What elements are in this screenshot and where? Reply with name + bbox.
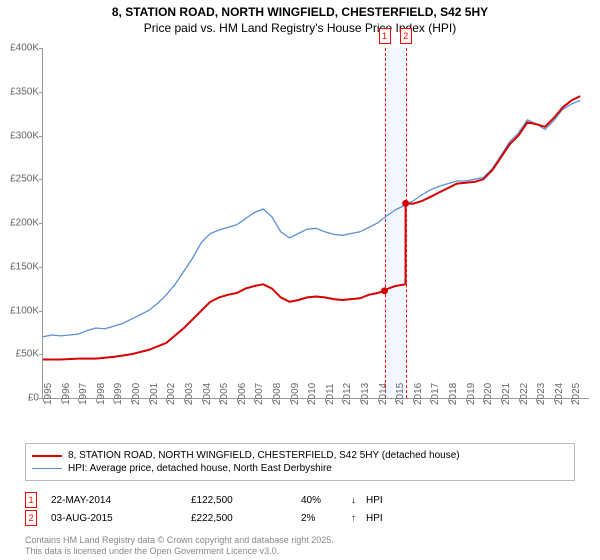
chart-title: 8, STATION ROAD, NORTH WINGFIELD, CHESTE…	[0, 0, 600, 21]
x-axis-label: 2016	[413, 383, 424, 405]
y-axis-label: £350K	[1, 86, 39, 97]
x-axis-label: 1997	[78, 383, 89, 405]
x-axis-label: 2014	[378, 383, 389, 405]
chart-area: £0£50K£100K£150K£200K£250K£300K£350K£400…	[42, 48, 589, 399]
x-axis-label: 2001	[149, 383, 160, 405]
x-axis-label: 2018	[448, 383, 459, 405]
sale-row: 122-MAY-2014£122,50040%↓HPI	[25, 492, 585, 508]
x-axis-label: 2002	[166, 383, 177, 405]
x-axis-label: 2003	[184, 383, 195, 405]
y-axis-label: £200K	[1, 218, 39, 229]
legend: 8, STATION ROAD, NORTH WINGFIELD, CHESTE…	[25, 443, 575, 481]
y-axis-label: £250K	[1, 174, 39, 185]
event-marker: 1	[379, 28, 391, 44]
legend-item: HPI: Average price, detached house, Nort…	[32, 463, 568, 474]
sales-table: 122-MAY-2014£122,50040%↓HPI 203-AUG-2015£…	[25, 490, 585, 528]
x-axis-label: 2007	[254, 383, 265, 405]
x-axis-label: 2005	[219, 383, 230, 405]
x-axis-label: 2015	[395, 383, 406, 405]
y-axis-label: £0	[1, 393, 39, 404]
x-axis-label: 1999	[113, 383, 124, 405]
y-axis-label: £100K	[1, 305, 39, 316]
y-axis-label: £50K	[1, 349, 39, 360]
x-axis-label: 2004	[202, 383, 213, 405]
x-axis-label: 2022	[519, 383, 530, 405]
attribution: Contains HM Land Registry data © Crown c…	[25, 535, 334, 557]
x-axis-label: 2009	[290, 383, 301, 405]
legend-item: 8, STATION ROAD, NORTH WINGFIELD, CHESTE…	[32, 450, 568, 461]
y-axis-label: £400K	[1, 43, 39, 54]
event-marker: 2	[400, 28, 412, 44]
x-axis-label: 2013	[360, 383, 371, 405]
sale-row: 203-AUG-2015£222,5002%↑HPI	[25, 510, 585, 526]
chart-subtitle: Price paid vs. HM Land Registry's House …	[0, 21, 600, 40]
x-axis-label: 2020	[483, 383, 494, 405]
x-axis-label: 2006	[237, 383, 248, 405]
x-axis-label: 2010	[307, 383, 318, 405]
x-axis-label: 2024	[554, 383, 565, 405]
chart-lines	[43, 48, 589, 398]
x-axis-label: 1995	[43, 383, 54, 405]
x-axis-label: 2008	[272, 383, 283, 405]
x-axis-label: 2025	[571, 383, 582, 405]
y-axis-label: £300K	[1, 130, 39, 141]
x-axis-label: 1996	[61, 383, 72, 405]
x-axis-label: 2021	[501, 383, 512, 405]
x-axis-label: 2017	[430, 383, 441, 405]
x-axis-label: 2012	[342, 383, 353, 405]
x-axis-label: 2011	[325, 383, 336, 405]
y-axis-label: £150K	[1, 261, 39, 272]
x-axis-label: 2019	[466, 383, 477, 405]
x-axis-label: 2000	[131, 383, 142, 405]
x-axis-label: 1998	[96, 383, 107, 405]
x-axis-label: 2023	[536, 383, 547, 405]
